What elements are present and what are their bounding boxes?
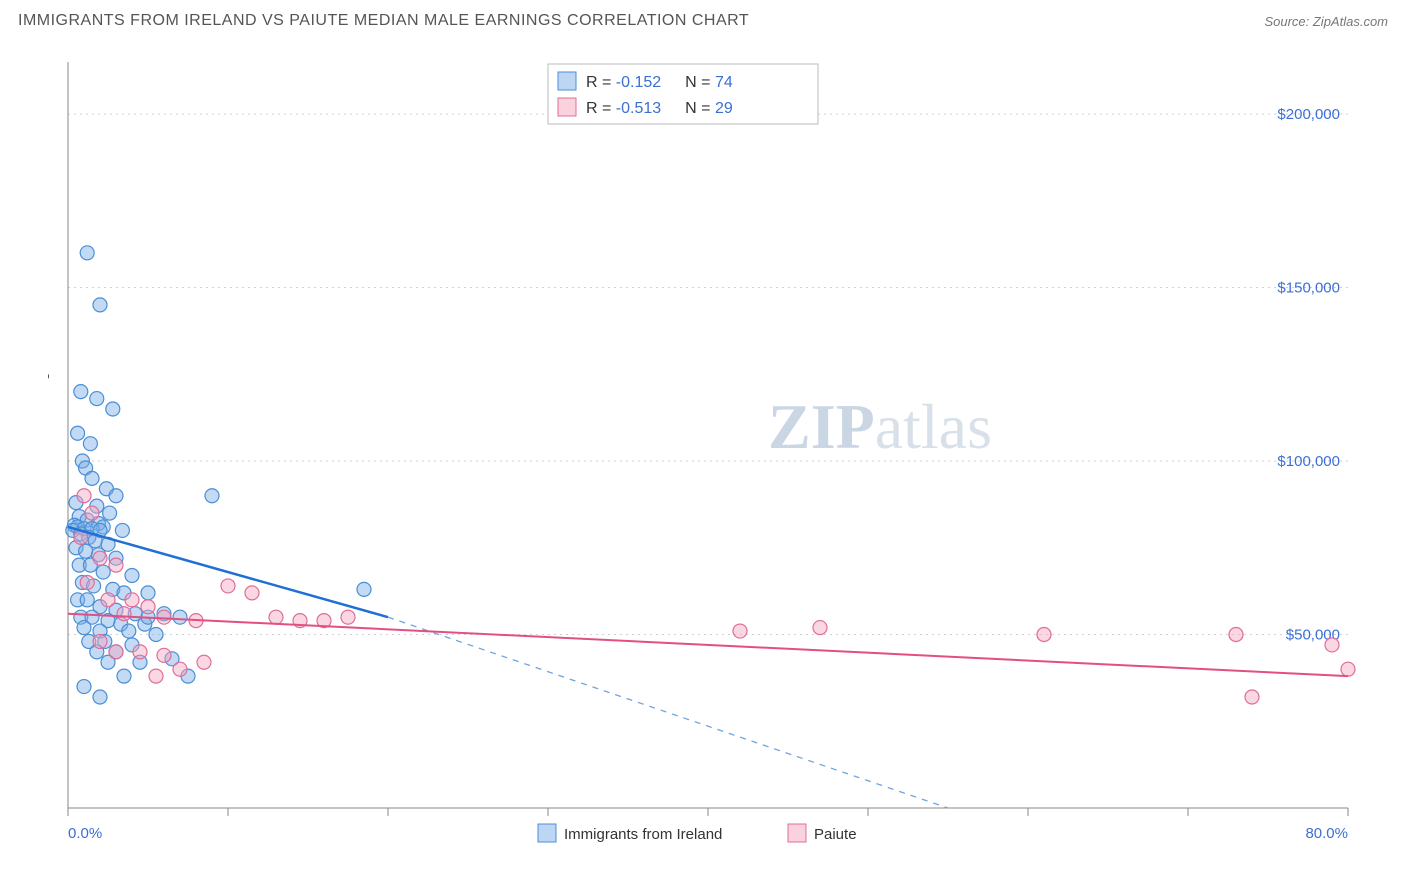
y-axis-title: Median Male Earnings	[48, 365, 49, 504]
data-point	[77, 621, 91, 635]
source-attribution: Source: ZipAtlas.com	[1264, 14, 1388, 29]
data-point	[85, 471, 99, 485]
data-point	[122, 624, 136, 638]
data-point	[1229, 628, 1243, 642]
data-point	[1325, 638, 1339, 652]
data-point	[125, 593, 139, 607]
data-point	[80, 575, 94, 589]
data-point	[74, 385, 88, 399]
data-point	[85, 506, 99, 520]
data-point	[157, 648, 171, 662]
data-point	[813, 621, 827, 635]
svg-text:R = -0.513N = 29: R = -0.513N = 29	[586, 100, 733, 117]
data-point	[173, 610, 187, 624]
data-point	[205, 489, 219, 503]
data-point	[93, 551, 107, 565]
data-point	[141, 586, 155, 600]
data-point	[173, 662, 187, 676]
svg-text:0.0%: 0.0%	[68, 825, 102, 842]
data-point	[93, 690, 107, 704]
data-point	[83, 437, 97, 451]
svg-text:$100,000: $100,000	[1277, 453, 1340, 470]
chart-title: IMMIGRANTS FROM IRELAND VS PAIUTE MEDIAN…	[18, 12, 749, 30]
svg-text:Immigrants from Ireland: Immigrants from Ireland	[564, 826, 722, 843]
data-point	[197, 655, 211, 669]
data-point	[133, 645, 147, 659]
data-point	[103, 506, 117, 520]
stats-legend: R = -0.152N = 74 R = -0.513N = 29	[548, 64, 818, 124]
data-point	[115, 523, 129, 537]
data-point	[109, 558, 123, 572]
svg-text:80.0%: 80.0%	[1305, 825, 1348, 842]
data-point	[1245, 690, 1259, 704]
watermark: ZIPatlas	[768, 391, 992, 462]
data-point	[117, 607, 131, 621]
svg-text:$200,000: $200,000	[1277, 106, 1340, 123]
data-point	[125, 569, 139, 583]
data-point	[269, 610, 283, 624]
data-point	[71, 426, 85, 440]
trend-line	[68, 614, 1348, 676]
data-point	[80, 593, 94, 607]
data-point	[221, 579, 235, 593]
data-point	[149, 628, 163, 642]
data-point	[149, 669, 163, 683]
data-point	[109, 489, 123, 503]
data-point	[357, 582, 371, 596]
data-point	[117, 669, 131, 683]
correlation-chart: $50,000$100,000$150,000$200,000 0.0%80.0…	[48, 48, 1388, 848]
data-point	[79, 544, 93, 558]
data-point	[93, 298, 107, 312]
data-point	[106, 402, 120, 416]
data-point	[80, 246, 94, 260]
data-point	[1037, 628, 1051, 642]
data-point	[101, 593, 115, 607]
series-legend: Immigrants from Ireland Paiute	[538, 824, 857, 843]
data-point	[733, 624, 747, 638]
data-point	[1341, 662, 1355, 676]
data-point	[93, 634, 107, 648]
data-point	[109, 645, 123, 659]
data-point	[96, 565, 110, 579]
data-point	[341, 610, 355, 624]
data-point	[77, 489, 91, 503]
svg-text:R = -0.152N = 74: R = -0.152N = 74	[586, 74, 733, 91]
data-point	[245, 586, 259, 600]
svg-text:$150,000: $150,000	[1277, 280, 1340, 297]
svg-text:Paiute: Paiute	[814, 826, 857, 843]
data-point	[141, 600, 155, 614]
data-point	[77, 680, 91, 694]
data-point	[90, 392, 104, 406]
trend-line-extrapolated	[388, 617, 948, 808]
